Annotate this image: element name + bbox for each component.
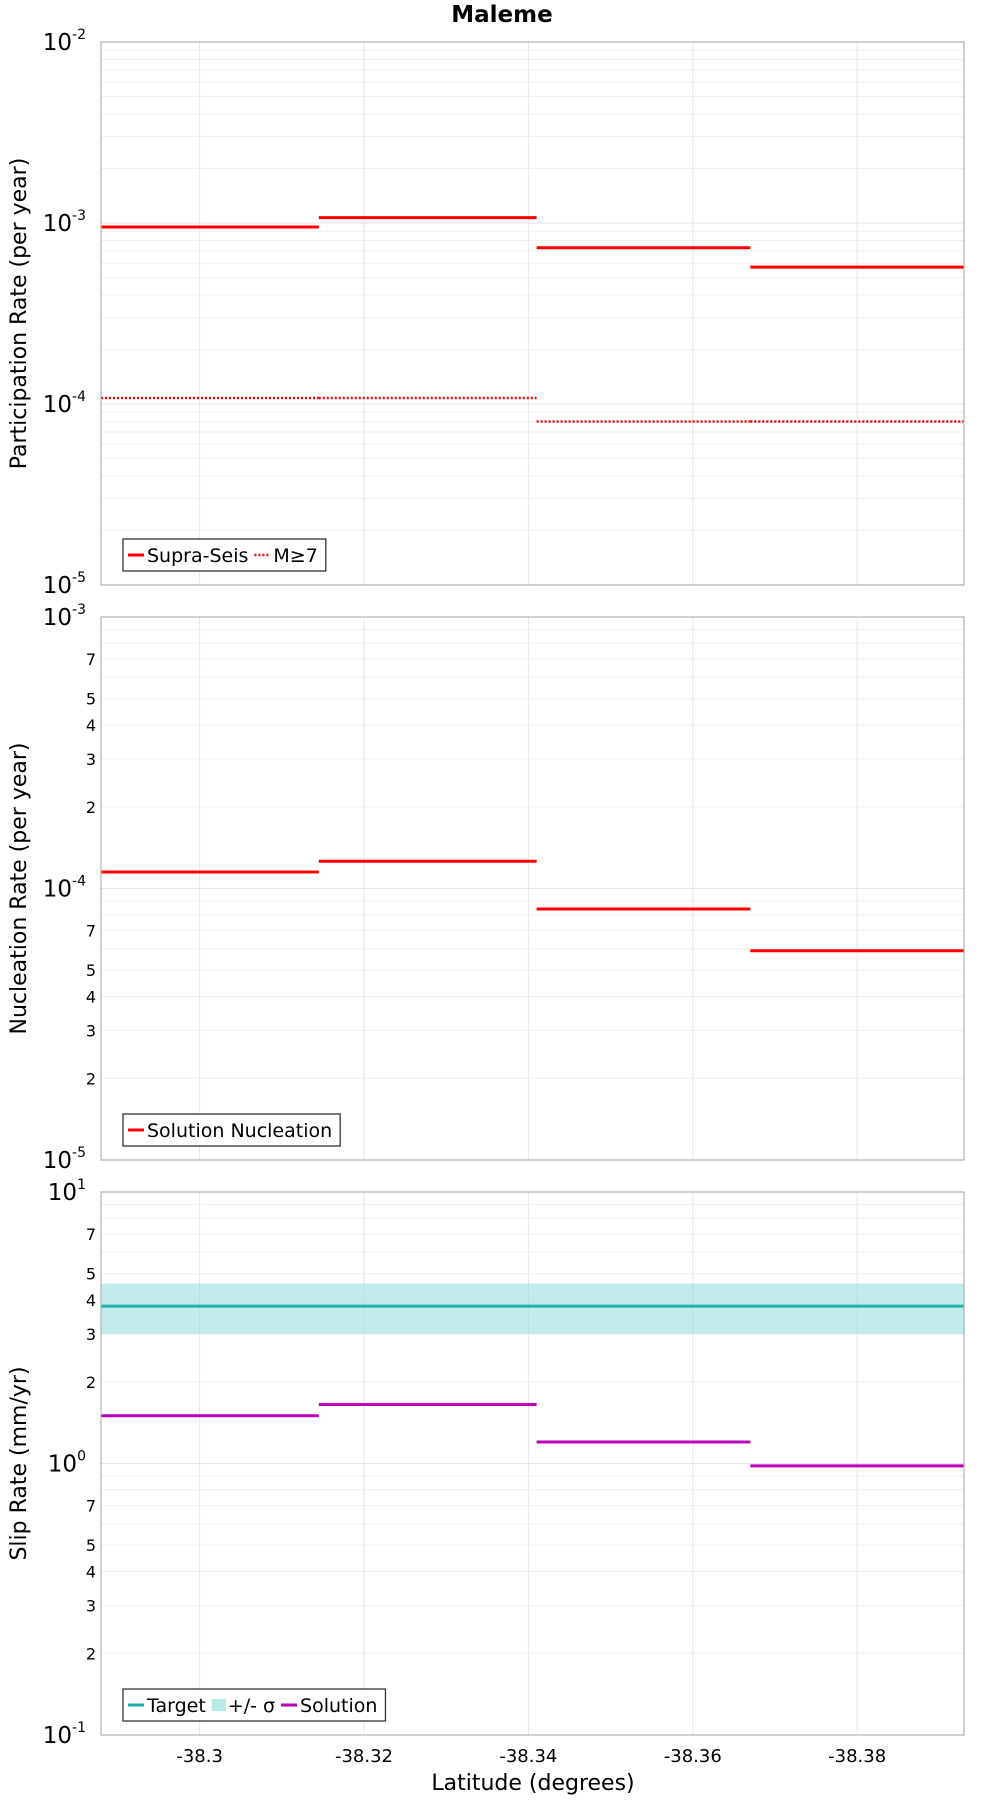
y-minor-tick-label: 2	[86, 798, 96, 817]
sigma-band	[101, 1283, 964, 1334]
y-minor-tick-label: 3	[86, 1021, 96, 1040]
legend-box	[122, 1113, 341, 1147]
y-minor-tick-label: 2	[86, 1373, 96, 1392]
plot-frame	[100, 41, 965, 586]
chart-title: Maleme	[451, 2, 552, 28]
y-minor-tick-label: 5	[86, 1536, 96, 1555]
plot-frame	[100, 1191, 965, 1736]
y-minor-tick-label: 5	[86, 690, 96, 709]
legend: Target +/- σ Solution	[122, 1688, 387, 1722]
y-minor-tick-label: 4	[86, 1291, 96, 1310]
y-tick-label: 10-4	[43, 874, 86, 903]
legend-box	[122, 1688, 387, 1722]
legend-swatch	[211, 1699, 226, 1711]
y-tick-label: 10-2	[43, 27, 86, 56]
legend-label: Solution	[300, 1695, 377, 1717]
legend: Supra-Seis M≥7	[122, 538, 327, 572]
y-minor-tick-label: 7	[86, 650, 96, 669]
y-minor-tick-label: 5	[86, 961, 96, 980]
panel-1: 10-5 10-4 10-3 10-2 Participation Rate (per …	[7, 27, 965, 599]
y-axis-label: Slip Rate (mm/yr)	[7, 1366, 32, 1560]
y-axis-label: Participation Rate (per year)	[7, 158, 32, 470]
y-minor-tick-label: 7	[86, 922, 96, 941]
y-tick-label: 100	[48, 1449, 86, 1478]
y-minor-tick-label: 2	[86, 1069, 96, 1088]
legend-label: Solution Nucleation	[147, 1120, 332, 1142]
y-tick-label: 101	[48, 1177, 86, 1206]
legend-label: +/- σ	[228, 1695, 275, 1717]
y-tick-label: 10-3	[43, 208, 86, 237]
panel-2: 10-5 10-4 10-3 2 3 4 5 7 2 3 4 5 7 Nucleation Rate (p…	[7, 602, 965, 1174]
y-minor-tick-label: 4	[86, 1563, 96, 1582]
x-tick-label: -38.3	[176, 1746, 223, 1767]
panels: 10-5 10-4 10-3 10-2 Participation Rate (per …	[7, 27, 965, 1767]
y-minor-tick-label: 3	[86, 1325, 96, 1344]
y-minor-tick-label: 7	[86, 1497, 96, 1516]
x-tick-label: -38.36	[664, 1746, 722, 1767]
y-minor-tick-label: 3	[86, 750, 96, 769]
legend-label: M≥7	[273, 545, 317, 567]
plot-area	[101, 42, 964, 585]
legend: Solution Nucleation	[122, 1113, 341, 1147]
y-minor-tick-label: 2	[86, 1644, 96, 1663]
y-tick-label: 10-1	[43, 1720, 86, 1749]
y-tick-label: 10-3	[43, 602, 86, 631]
legend-label: Supra-Seis	[147, 545, 248, 567]
x-tick-label: -38.38	[828, 1746, 886, 1767]
y-minor-tick-label: 4	[86, 716, 96, 735]
plot-frame	[100, 616, 965, 1161]
y-axis-label: Nucleation Rate (per year)	[7, 743, 32, 1035]
y-tick-label: 10-5	[43, 570, 86, 599]
x-tick-label: -38.32	[335, 1746, 393, 1767]
legend-box	[122, 538, 327, 572]
y-minor-tick-label: 7	[86, 1225, 96, 1244]
panel-3: 10-1 100 101 2 3 4 5 7 2 3 4 5 7 Slip Rate (mm/yr) Tar…	[7, 1177, 965, 1749]
y-minor-tick-label: 5	[86, 1265, 96, 1284]
legend-label: Target	[146, 1695, 206, 1717]
y-minor-tick-label: 3	[86, 1596, 96, 1615]
y-tick-label: 10-5	[43, 1145, 86, 1174]
x-axis-label: Latitude (degrees)	[431, 1771, 634, 1796]
y-minor-tick-label: 4	[86, 988, 96, 1007]
x-tick-label: -38.34	[499, 1746, 557, 1767]
y-tick-label: 10-4	[43, 389, 86, 418]
